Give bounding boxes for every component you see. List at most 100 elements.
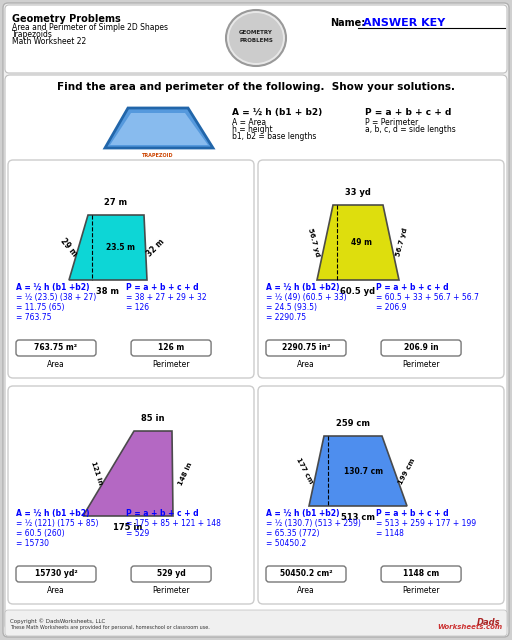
Text: A = ½ h (b1 + b2): A = ½ h (b1 + b2) [232, 108, 322, 117]
FancyBboxPatch shape [16, 566, 96, 582]
Text: Perimeter: Perimeter [153, 360, 190, 369]
Text: 29 m: 29 m [58, 237, 79, 259]
Text: = 60.5 + 33 + 56.7 + 56.7: = 60.5 + 33 + 56.7 + 56.7 [376, 293, 479, 302]
Text: 2290.75 in²: 2290.75 in² [282, 344, 330, 353]
Text: A = ½ h (b1 +b2): A = ½ h (b1 +b2) [16, 509, 90, 518]
Text: = 513 + 259 + 177 + 199: = 513 + 259 + 177 + 199 [376, 519, 476, 528]
Polygon shape [309, 436, 407, 506]
Text: 177 cm: 177 cm [295, 457, 314, 485]
Text: Area: Area [297, 360, 315, 369]
Text: 60.5 yd: 60.5 yd [340, 287, 376, 296]
Text: Perimeter: Perimeter [402, 360, 440, 369]
Text: P = Perimeter: P = Perimeter [365, 118, 418, 127]
Text: Worksheets.com: Worksheets.com [437, 624, 502, 630]
FancyBboxPatch shape [381, 340, 461, 356]
Text: = 2290.75: = 2290.75 [266, 313, 306, 322]
Text: 15730 yd²: 15730 yd² [35, 570, 77, 579]
Text: A = ½ h (b1 +b2): A = ½ h (b1 +b2) [16, 283, 90, 292]
Text: Find the area and perimeter of the following.  Show your solutions.: Find the area and perimeter of the follo… [57, 82, 455, 92]
Text: 27 m: 27 m [104, 198, 127, 207]
FancyBboxPatch shape [131, 340, 211, 356]
Text: P = a + b + c + d: P = a + b + c + d [376, 283, 449, 292]
Text: = ½ (130.7) (513 + 259): = ½ (130.7) (513 + 259) [266, 519, 361, 528]
FancyBboxPatch shape [16, 340, 96, 356]
Text: = 126: = 126 [126, 303, 149, 312]
Text: Perimeter: Perimeter [402, 586, 440, 595]
Polygon shape [83, 431, 173, 516]
Text: 50450.2 cm²: 50450.2 cm² [280, 570, 332, 579]
Text: 529 yd: 529 yd [157, 570, 185, 579]
Text: = 50450.2: = 50450.2 [266, 539, 306, 548]
FancyBboxPatch shape [5, 610, 507, 636]
Text: Name:: Name: [330, 18, 365, 28]
Polygon shape [69, 215, 147, 280]
Text: Dads: Dads [476, 618, 500, 627]
FancyBboxPatch shape [8, 386, 254, 604]
Text: = 175 + 85 + 121 + 148: = 175 + 85 + 121 + 148 [126, 519, 221, 528]
Text: Area: Area [47, 586, 65, 595]
Text: A = ½ h (b1 +b2): A = ½ h (b1 +b2) [266, 283, 339, 292]
Text: = 529: = 529 [126, 529, 150, 538]
Text: 130.7 cm: 130.7 cm [344, 467, 383, 476]
Text: h = height: h = height [232, 125, 272, 134]
Text: P = a + b + c + d: P = a + b + c + d [376, 509, 449, 518]
Polygon shape [110, 113, 208, 145]
Text: = 11.75 (65): = 11.75 (65) [16, 303, 65, 312]
Text: 206.9 in: 206.9 in [404, 344, 438, 353]
Text: 513 cm: 513 cm [341, 513, 375, 522]
FancyBboxPatch shape [258, 160, 504, 378]
FancyBboxPatch shape [131, 566, 211, 582]
Text: 23.5 m: 23.5 m [106, 243, 135, 252]
Ellipse shape [226, 10, 286, 66]
Text: TRAPEZOID: TRAPEZOID [142, 153, 174, 158]
Text: 85 in: 85 in [141, 414, 165, 423]
FancyBboxPatch shape [266, 340, 346, 356]
Text: P = a + b + c + d: P = a + b + c + d [126, 283, 199, 292]
Text: Area: Area [47, 360, 65, 369]
Text: Trapezoids: Trapezoids [12, 30, 53, 39]
Text: P = a + b + c + d: P = a + b + c + d [126, 509, 199, 518]
FancyBboxPatch shape [8, 160, 254, 378]
Text: = 1148: = 1148 [376, 529, 404, 538]
Text: A = Area: A = Area [232, 118, 266, 127]
Text: A = ½ h (b1 +b2): A = ½ h (b1 +b2) [266, 509, 339, 518]
FancyBboxPatch shape [258, 386, 504, 604]
Text: Area and Perimeter of Simple 2D Shapes: Area and Perimeter of Simple 2D Shapes [12, 23, 168, 32]
Text: = 60.5 (260): = 60.5 (260) [16, 529, 65, 538]
FancyBboxPatch shape [5, 5, 507, 73]
Text: = 38 + 27 + 29 + 32: = 38 + 27 + 29 + 32 [126, 293, 207, 302]
Text: 175 in: 175 in [113, 523, 143, 532]
Text: = ½ (23.5) (38 + 27): = ½ (23.5) (38 + 27) [16, 293, 96, 302]
Text: 56.7 yd: 56.7 yd [395, 228, 409, 257]
Text: = ½ (49) (60.5 + 33): = ½ (49) (60.5 + 33) [266, 293, 347, 302]
Text: 199 cm: 199 cm [397, 457, 416, 485]
Text: Area: Area [297, 586, 315, 595]
Text: = 24.5 (93.5): = 24.5 (93.5) [266, 303, 317, 312]
Text: = ½ (121) (175 + 85): = ½ (121) (175 + 85) [16, 519, 98, 528]
Text: 32 m: 32 m [145, 237, 166, 258]
FancyBboxPatch shape [266, 566, 346, 582]
Text: 763.75 m²: 763.75 m² [34, 344, 77, 353]
Text: 1148 cm: 1148 cm [403, 570, 439, 579]
Text: P = a + b + c + d: P = a + b + c + d [365, 108, 452, 117]
Text: 56.7 yd: 56.7 yd [307, 228, 321, 257]
Text: These Math Worksheets are provided for personal, homeschool or classroom use.: These Math Worksheets are provided for p… [10, 625, 210, 630]
Text: Copyright © DadsWorksheets, LLC: Copyright © DadsWorksheets, LLC [10, 618, 105, 623]
Polygon shape [105, 108, 213, 148]
Text: GEOMETRY: GEOMETRY [239, 31, 273, 35]
Ellipse shape [229, 13, 283, 63]
Text: 148 in: 148 in [178, 461, 194, 486]
Text: 49 m: 49 m [351, 238, 372, 247]
FancyBboxPatch shape [381, 566, 461, 582]
Text: a, b, c, d = side lengths: a, b, c, d = side lengths [365, 125, 456, 134]
Text: PROBLEMS: PROBLEMS [239, 38, 273, 44]
Text: Math Worksheet 22: Math Worksheet 22 [12, 37, 86, 46]
Text: b1, b2 = base lengths: b1, b2 = base lengths [232, 132, 316, 141]
Text: 126 m: 126 m [158, 344, 184, 353]
FancyBboxPatch shape [3, 3, 509, 637]
Polygon shape [317, 205, 399, 280]
Text: Geometry Problems: Geometry Problems [12, 14, 121, 24]
Text: = 763.75: = 763.75 [16, 313, 52, 322]
Text: = 15730: = 15730 [16, 539, 49, 548]
Text: 121 in: 121 in [90, 461, 103, 486]
